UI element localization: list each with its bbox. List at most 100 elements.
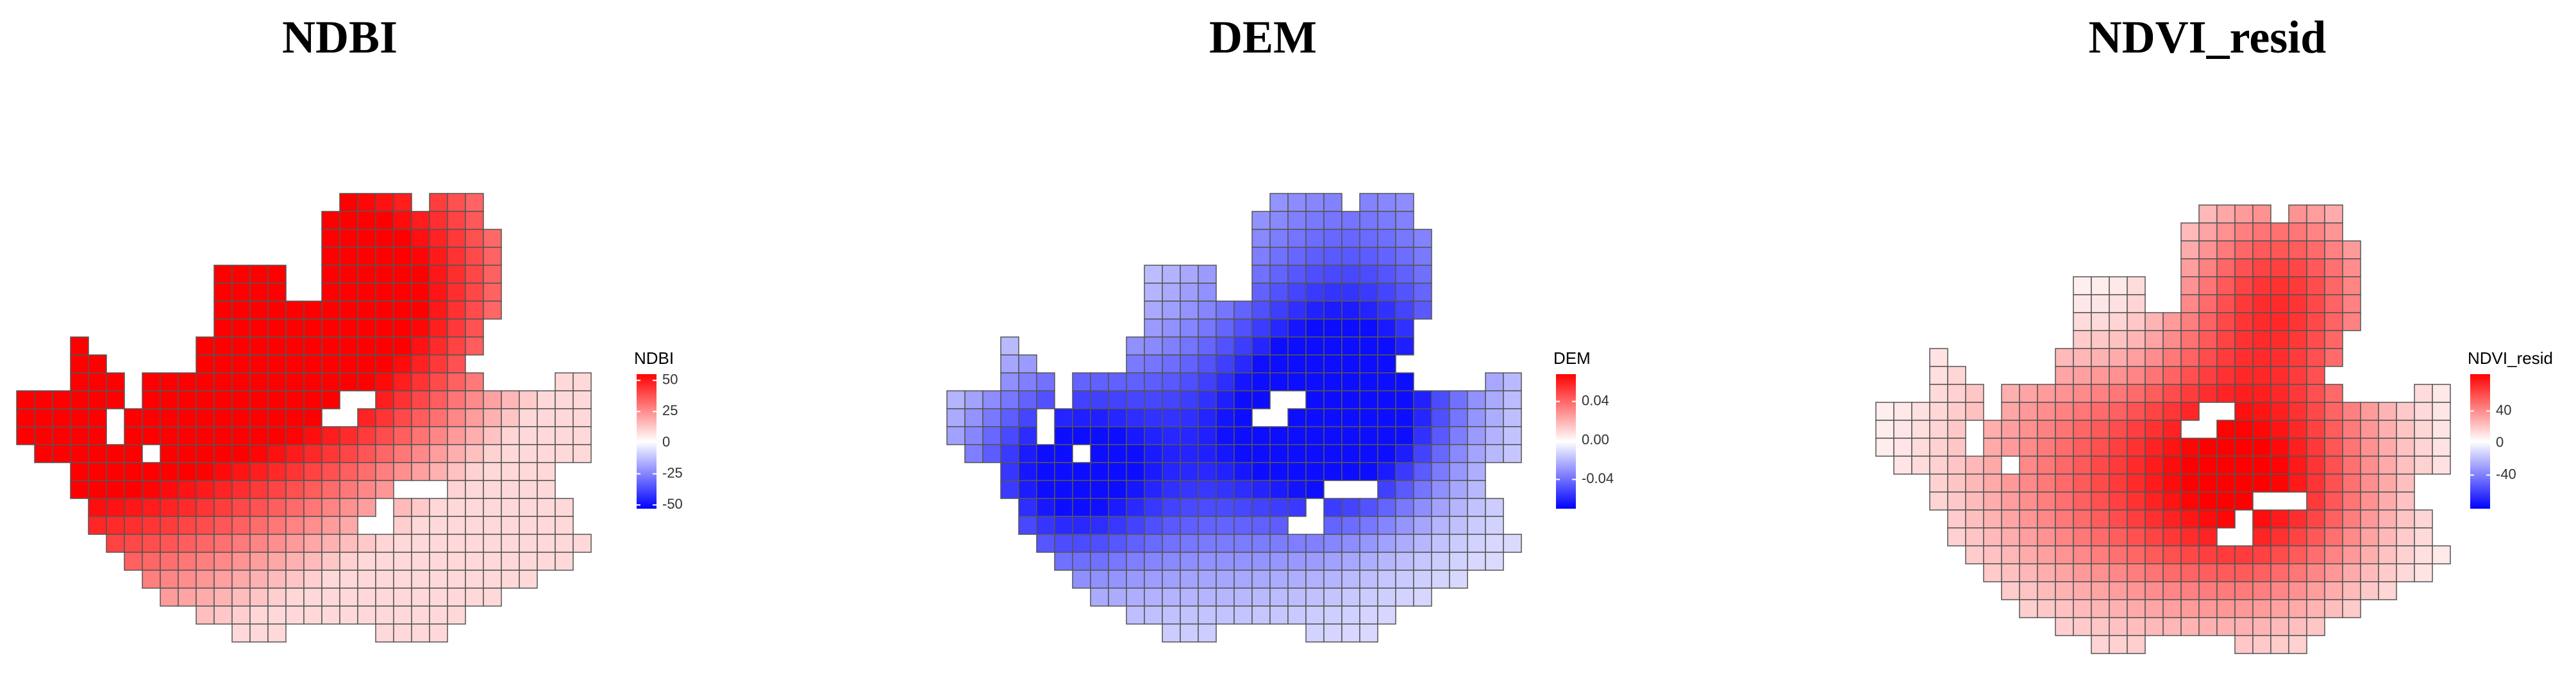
grid-cell	[1875, 402, 1894, 421]
grid-cell	[2091, 420, 2110, 439]
grid-cell	[2145, 456, 2164, 475]
grid-cell	[1234, 480, 1253, 499]
grid-cell	[501, 462, 520, 481]
grid-cell	[267, 462, 287, 481]
grid-cell	[321, 336, 340, 356]
grid-cell	[447, 354, 466, 374]
grid-cell	[555, 372, 574, 391]
grid-cell	[1144, 480, 1163, 499]
grid-cell	[1431, 480, 1450, 499]
grid-cell	[1377, 516, 1396, 535]
grid-cell	[249, 426, 269, 445]
grid-cell	[267, 300, 287, 320]
grid-cell	[2162, 527, 2182, 547]
grid-cell	[2270, 222, 2289, 242]
grid-cell	[1108, 534, 1127, 553]
grid-cell	[1144, 498, 1163, 517]
grid-cell	[1929, 438, 1948, 457]
grid-cell	[2306, 402, 2325, 421]
grid-cell	[429, 193, 448, 212]
grid-cell	[1965, 545, 1984, 564]
grid-cell	[2270, 240, 2289, 259]
grid-cell	[2091, 635, 2110, 654]
grid-cell	[2288, 240, 2307, 259]
grid-cell	[1395, 390, 1414, 409]
grid-cell	[267, 283, 287, 302]
grid-cell	[303, 498, 322, 517]
grid-cell	[2180, 366, 2200, 385]
grid-map	[1875, 204, 2451, 654]
grid-cell	[1305, 390, 1325, 409]
grid-cell	[303, 354, 322, 374]
grid-cell	[2109, 420, 2128, 439]
grid-cell	[1359, 534, 1378, 553]
grid-cell	[537, 480, 556, 499]
grid-cell	[2127, 473, 2146, 493]
grid-cell	[1377, 229, 1396, 248]
grid-cell	[2396, 420, 2415, 439]
grid-cell	[1395, 462, 1414, 481]
grid-cell	[483, 300, 502, 320]
grid-cell	[1198, 534, 1217, 553]
grid-cell	[375, 336, 394, 356]
grid-cell	[1395, 211, 1414, 230]
grid-cell	[2180, 473, 2200, 493]
grid-cell	[2324, 491, 2343, 511]
grid-cell	[1377, 247, 1396, 266]
grid-cell	[393, 336, 412, 356]
grid-cell	[375, 283, 394, 302]
grid-cell	[946, 390, 966, 409]
grid-cell	[2091, 563, 2110, 582]
grid-cell	[1395, 372, 1414, 391]
grid-cell	[321, 283, 340, 302]
grid-cell	[52, 426, 71, 445]
grid-cell	[2306, 491, 2325, 511]
grid-cell	[1287, 247, 1307, 266]
grid-cell	[88, 372, 107, 391]
grid-cell	[1305, 336, 1325, 356]
grid-cell	[1341, 570, 1360, 589]
grid-cell	[321, 552, 340, 571]
grid-cell	[2162, 456, 2182, 475]
grid-cell	[519, 390, 538, 409]
grid-cell	[2414, 563, 2433, 582]
grid-cell	[178, 444, 197, 463]
grid-cell	[1162, 623, 1181, 643]
grid-cell	[1305, 300, 1325, 320]
grid-cell	[321, 229, 340, 248]
grid-cell	[1090, 390, 1109, 409]
grid-cell	[573, 444, 592, 463]
grid-cell	[1947, 456, 1966, 475]
grid-cell	[1108, 516, 1127, 535]
grid-cell	[2252, 527, 2271, 547]
grid-cell	[2342, 581, 2361, 600]
grid-cell	[1054, 552, 1073, 571]
colorbar-tick-label: -40	[2496, 466, 2516, 482]
grid-cell	[357, 354, 376, 374]
grid-cell	[2288, 527, 2307, 547]
grid-cell	[2162, 348, 2182, 367]
grid-cell	[1467, 498, 1486, 517]
grid-cell	[1395, 300, 1414, 320]
grid-cell	[2162, 402, 2182, 421]
grid-cell	[1431, 390, 1450, 409]
grid-cell	[946, 408, 966, 427]
grid-cell	[1000, 480, 1019, 499]
grid-cell	[2109, 276, 2128, 295]
grid-cell	[465, 552, 484, 571]
grid-cell	[321, 372, 340, 391]
grid-cell	[196, 336, 215, 356]
grid-cell	[1413, 300, 1432, 320]
grid-cell	[1180, 605, 1199, 625]
grid-cell	[1180, 408, 1199, 427]
grid-cell	[2270, 456, 2289, 475]
grid-cell	[339, 318, 358, 338]
grid-cell	[1413, 283, 1432, 302]
grid-cell	[2306, 527, 2325, 547]
grid-cell	[303, 462, 322, 481]
grid-cell	[34, 444, 53, 463]
grid-cell	[1467, 390, 1486, 409]
grid-cell	[1180, 265, 1199, 284]
grid-cell	[1162, 372, 1181, 391]
grid-cell	[249, 516, 269, 535]
